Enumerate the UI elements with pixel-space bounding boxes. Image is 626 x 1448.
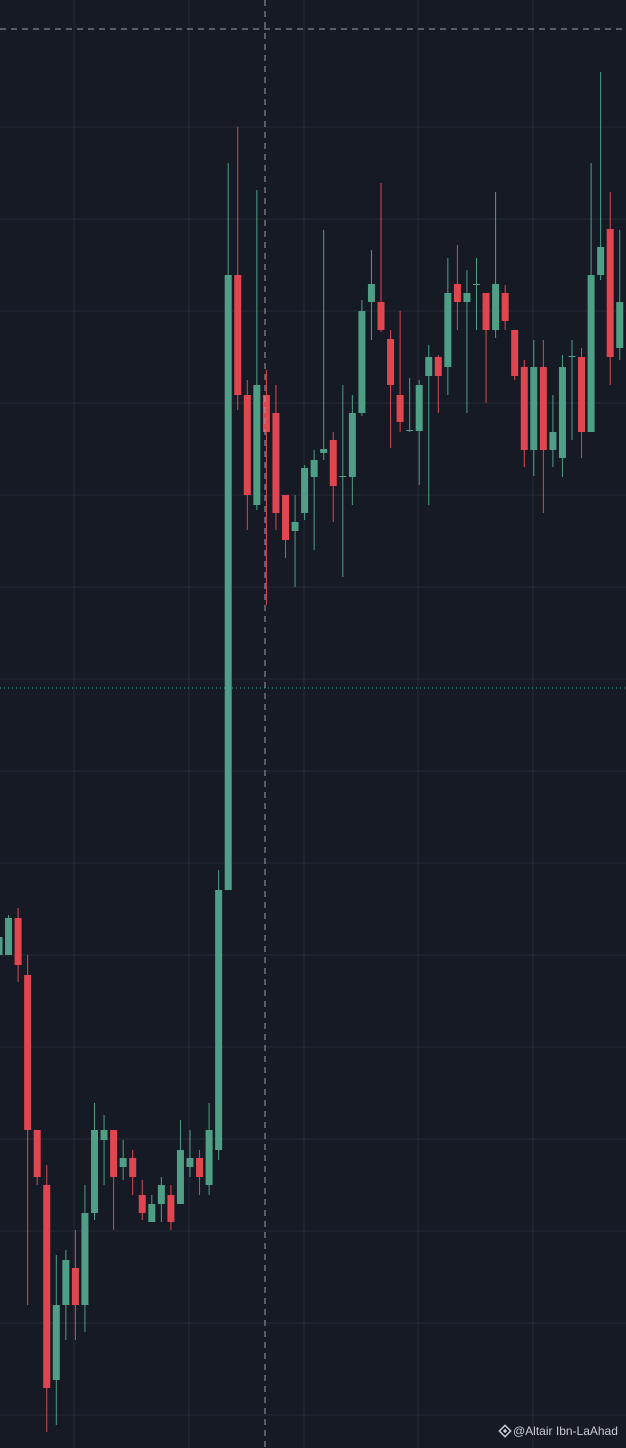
candle-body [501, 293, 509, 321]
candle-body [176, 1150, 184, 1204]
candle-body [234, 275, 242, 395]
candle-body [387, 339, 395, 385]
candle-body [52, 1305, 60, 1380]
candle-body [167, 1195, 175, 1222]
candle-body [444, 293, 452, 367]
candle-body [310, 460, 318, 477]
candle-body [71, 1268, 79, 1305]
candle-body [549, 432, 557, 450]
candle-body [119, 1158, 127, 1167]
watermark: @Altair Ibn-LaAhad [498, 1424, 618, 1438]
candle-body [33, 1130, 41, 1177]
candle-body [530, 367, 538, 450]
candle-body [301, 468, 309, 513]
candle-body [91, 1130, 98, 1213]
candle-body [473, 284, 480, 285]
candle-body [377, 302, 385, 330]
candle-body [396, 395, 404, 422]
candle-body [367, 284, 375, 302]
watermark-text: @Altair Ibn-LaAhad [513, 1424, 618, 1438]
candle-body [186, 1158, 194, 1167]
candle-body [492, 284, 500, 330]
candle-body [0, 937, 3, 955]
candle-body [262, 395, 270, 432]
candle-body [558, 367, 566, 458]
candle-body [482, 293, 490, 330]
candle-body [62, 1260, 70, 1305]
candle-body [24, 975, 32, 1130]
candle-body [157, 1185, 165, 1204]
candle-body [568, 356, 576, 357]
candle-body [415, 385, 423, 431]
candle-body [406, 430, 414, 431]
grid [73, 0, 534, 1448]
candle-body [243, 395, 251, 495]
candle-body [81, 1213, 89, 1305]
candle-body [597, 247, 605, 275]
candle-body [539, 367, 547, 450]
candle-body [205, 1130, 213, 1185]
candle-body [425, 357, 433, 376]
candle-body [348, 413, 356, 477]
candle-body [453, 284, 461, 302]
candle-body [434, 357, 442, 376]
candle-body [253, 385, 261, 505]
candle-body [43, 1185, 51, 1388]
candle-body [291, 522, 299, 531]
candle-body [520, 367, 528, 450]
candle-body [100, 1130, 108, 1140]
candle-body [578, 357, 586, 432]
candle-body [148, 1204, 156, 1222]
candle-body [320, 449, 328, 453]
candle-body [138, 1195, 146, 1213]
candle-body [224, 275, 232, 890]
candle-body [5, 918, 13, 955]
candle-body [329, 440, 337, 486]
candles [0, 72, 624, 1432]
candle-body [339, 476, 347, 477]
candle-body [272, 413, 280, 513]
candle-body [282, 495, 289, 540]
candle-body [616, 302, 624, 348]
candle-body [196, 1158, 204, 1177]
candle-body [463, 293, 471, 302]
candle-body [587, 275, 595, 432]
candle-body [215, 890, 223, 1150]
candle-body [14, 918, 22, 965]
candle-body [511, 330, 519, 376]
candle-body [110, 1130, 118, 1177]
candle-body [129, 1158, 137, 1177]
candle-body [606, 229, 614, 357]
candle-body [358, 311, 366, 413]
